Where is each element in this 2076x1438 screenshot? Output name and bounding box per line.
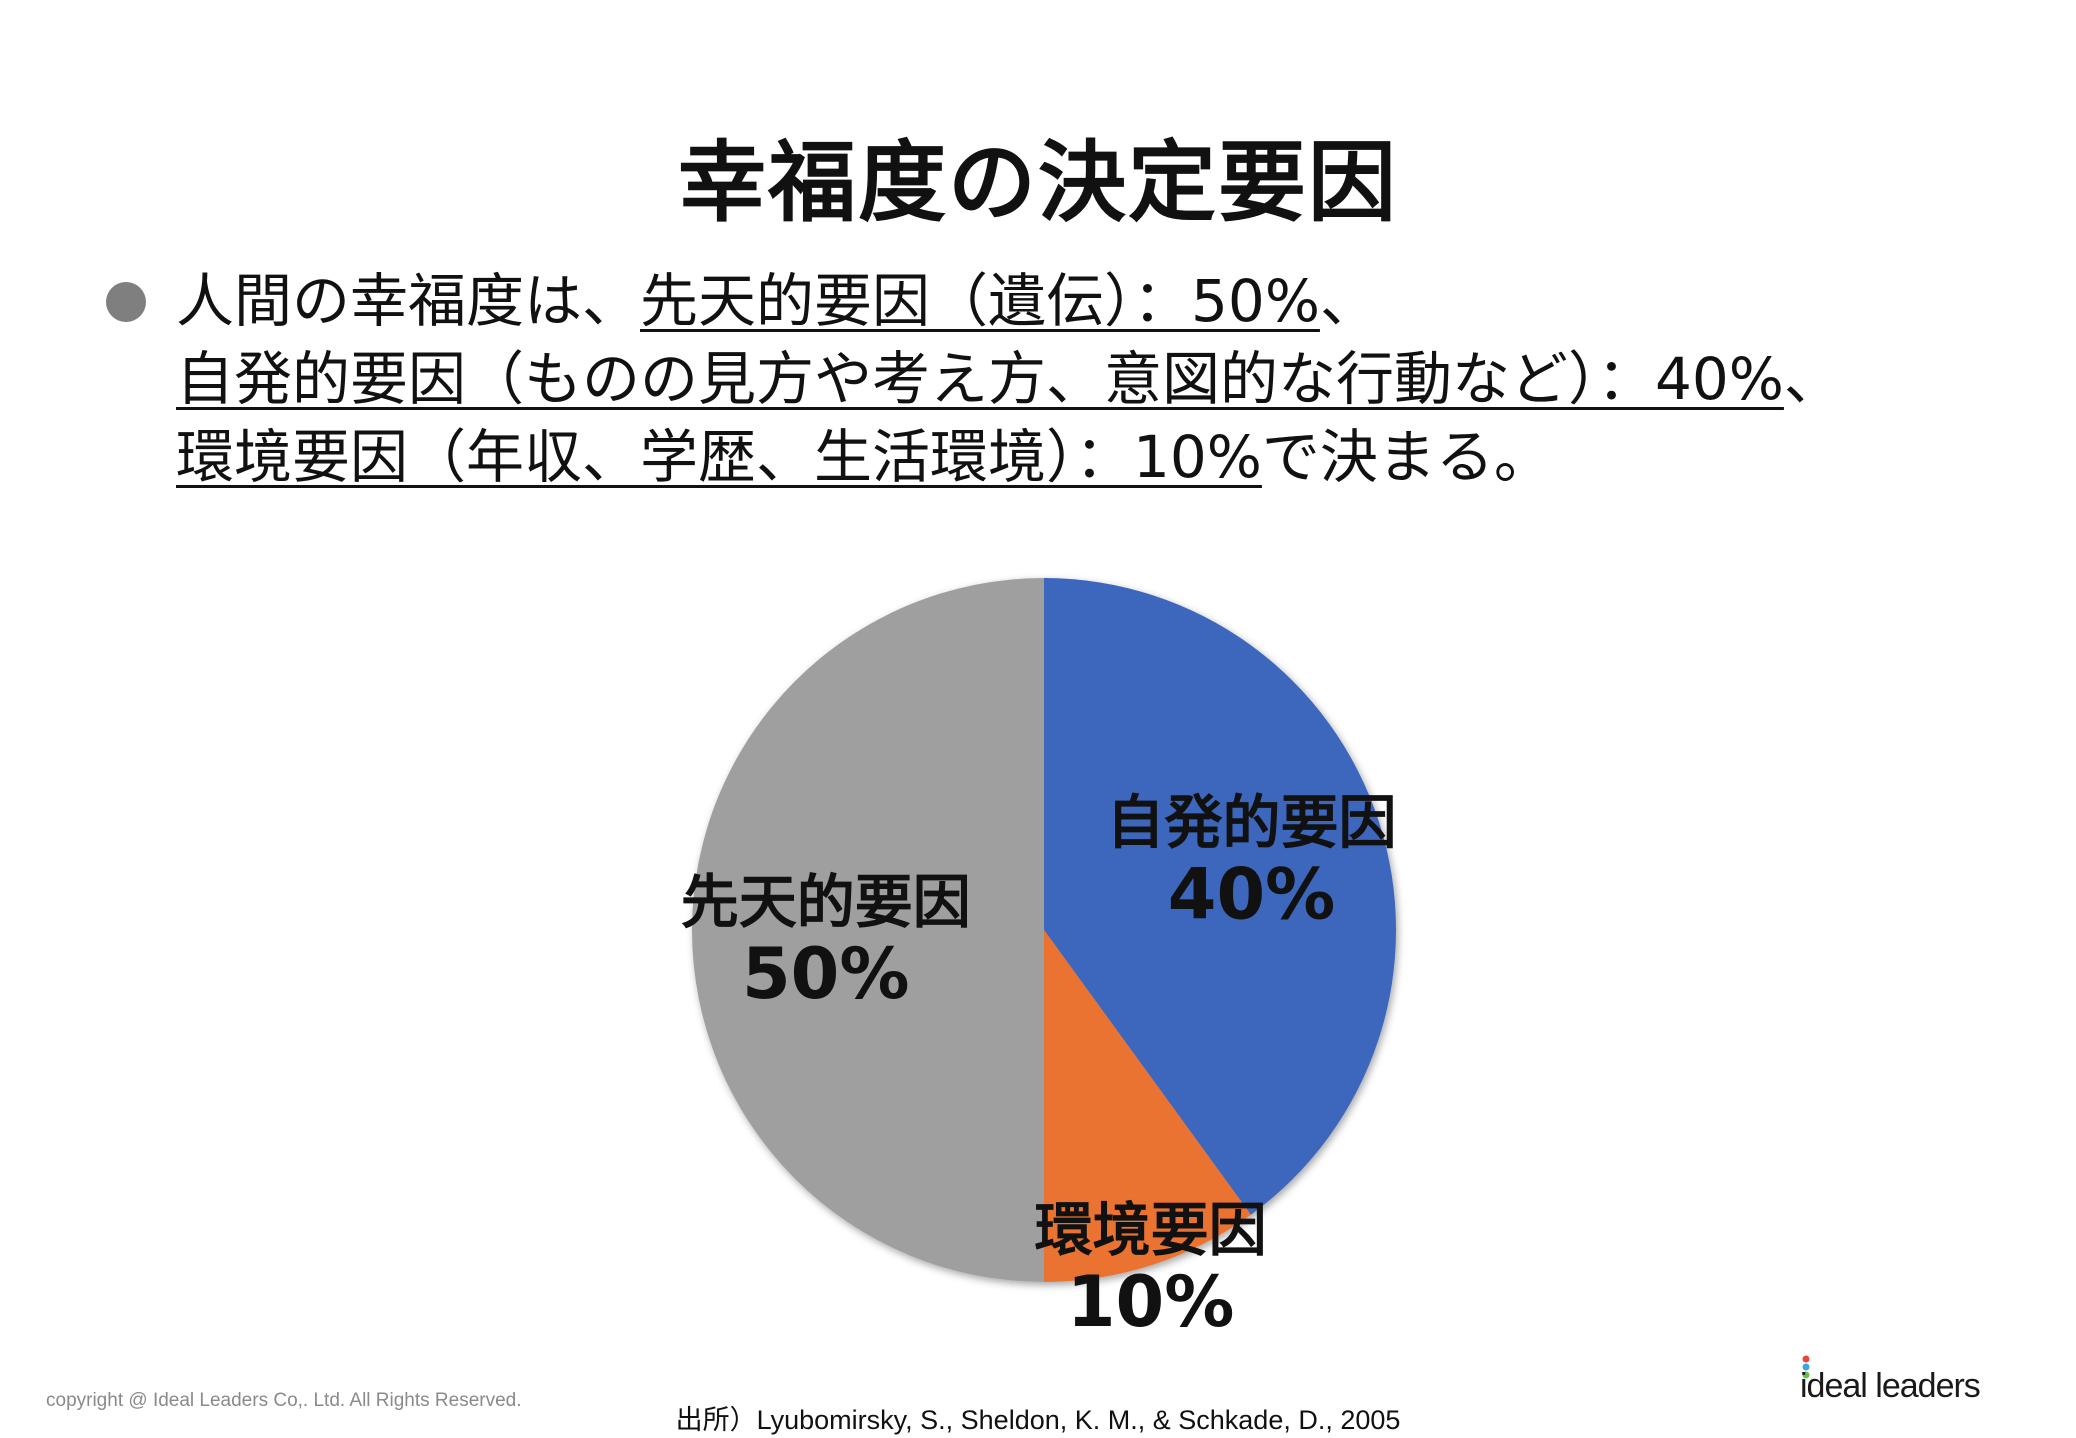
slice-value-label-3: 50% bbox=[742, 933, 910, 1015]
logo-dot-green bbox=[1802, 1371, 1810, 1379]
logo-text: ideal leaders bbox=[1800, 1367, 1981, 1405]
description-line-3-underlined: 環境要因（年収、学歴、生活環境）：10% bbox=[176, 423, 1262, 491]
slice-value-label-2: 10% bbox=[1067, 1261, 1235, 1343]
source-citation: 出所）Lyubomirsky, S., Sheldon, K. M., & Sc… bbox=[675, 1405, 1401, 1435]
logo-dots-icon bbox=[1802, 1355, 1810, 1379]
pie-slice-2 bbox=[1044, 930, 1251, 1282]
description-line-2-suffix: 、 bbox=[1783, 345, 1842, 413]
slice-label-1: 自発的要因 bbox=[1107, 789, 1397, 857]
description-line-3: 環境要因（年収、学歴、生活環境）：10%で決まる。 bbox=[176, 418, 2056, 496]
description-line-3-suffix: で決まる。 bbox=[1261, 423, 1552, 491]
description-line-2-underlined: 自発的要因（ものの見方や考え方、意図的な行動など）：40% bbox=[176, 345, 1784, 413]
logo-dot-blue bbox=[1802, 1363, 1810, 1371]
description-text: 人間の幸福度は、先天的要因（遺伝）：50%、 自発的要因（ものの見方や考え方、意… bbox=[176, 262, 2056, 496]
page-title: 幸福度の決定要因 bbox=[677, 131, 1398, 234]
slice-label-3: 先天的要因 bbox=[681, 868, 971, 936]
slice-label-2: 環境要因 bbox=[1035, 1196, 1267, 1264]
description-line-1-underlined: 先天的要因（遺伝）：50% bbox=[640, 267, 1320, 335]
slice-value-label-1: 40% bbox=[1168, 854, 1336, 936]
description-line-1-suffix: 、 bbox=[1319, 267, 1378, 335]
description-line-2: 自発的要因（ものの見方や考え方、意図的な行動など）：40%、 bbox=[176, 340, 2056, 418]
description-line-1: 人間の幸福度は、先天的要因（遺伝）：50%、 bbox=[176, 262, 2056, 340]
bullet-icon bbox=[106, 282, 146, 322]
description-line-1-prefix: 人間の幸福度は、 bbox=[176, 267, 641, 335]
logo-dot-red bbox=[1802, 1355, 1810, 1363]
pie-slice-1 bbox=[1044, 578, 1397, 1215]
copyright-text: copyright @ Ideal Leaders Co,. Ltd. All … bbox=[46, 1390, 522, 1411]
pie-slice-3 bbox=[692, 578, 1044, 1282]
